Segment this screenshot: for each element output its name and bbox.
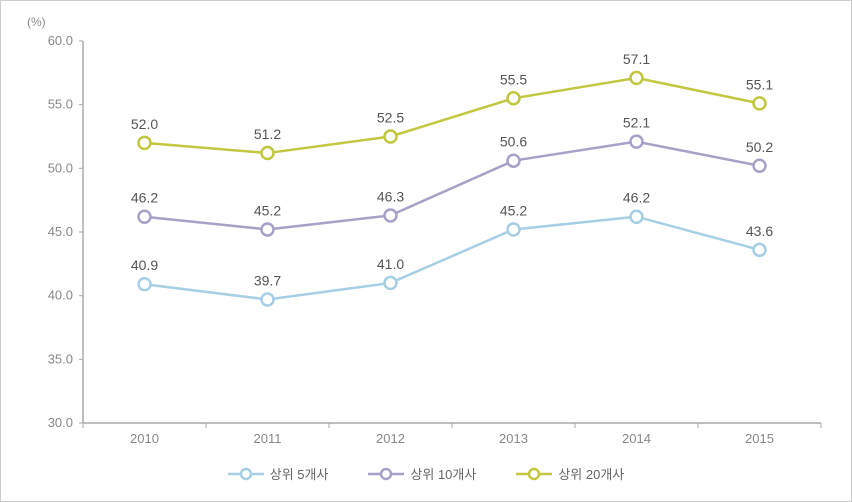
series-line [145,217,760,300]
x-tick-label: 2013 [499,431,528,446]
series-marker [754,244,766,256]
series-line [145,142,760,230]
x-tick-label: 2012 [376,431,405,446]
series-marker [631,136,643,148]
legend-label: 상위 20개사 [558,464,624,483]
legend-swatch [516,467,552,481]
y-tick-label: 60.0 [48,33,73,48]
series-marker [262,147,274,159]
data-label: 50.6 [500,134,527,150]
legend-swatch [228,467,264,481]
data-label: 39.7 [254,272,281,288]
legend-item: 상위 10개사 [368,464,476,483]
chart-area: (%) 30.0 35.0 40.0 45.0 50.0 55.0 60.0 2010 2011… [13,13,839,489]
series-marker [262,293,274,305]
data-label: 43.6 [746,223,773,239]
series-marker [508,92,520,104]
series-marker [139,211,151,223]
legend-item: 상위 20개사 [516,464,624,483]
y-tick-label: 35.0 [48,351,73,366]
x-tick-label: 2015 [745,431,774,446]
data-label: 50.2 [746,139,773,155]
data-label: 41.0 [377,256,404,272]
series-marker [385,209,397,221]
series-marker [139,137,151,149]
data-label: 55.1 [746,76,773,92]
legend: 상위 5개사 상위 10개사 상위 20개사 [13,464,839,483]
data-label: 46.2 [131,190,158,206]
data-label: 51.2 [254,126,281,142]
legend-label: 상위 5개사 [270,464,329,483]
series-line [145,78,760,153]
data-label: 45.2 [254,202,281,218]
data-label: 55.5 [500,71,527,87]
data-label: 46.2 [623,190,650,206]
y-tick-label: 45.0 [48,224,73,239]
data-label: 52.5 [377,110,404,126]
series-marker [631,72,643,84]
chart-container: (%) 30.0 35.0 40.0 45.0 50.0 55.0 60.0 2010 2011… [0,0,852,502]
series-marker [385,277,397,289]
legend-label: 상위 10개사 [410,464,476,483]
data-label: 40.9 [131,257,158,273]
y-tick-label: 30.0 [48,415,73,430]
series-marker [262,223,274,235]
x-tick-label: 2014 [622,431,651,446]
series-marker [754,97,766,109]
series-marker [754,160,766,172]
series-marker [508,155,520,167]
y-axis-unit: (%) [27,15,46,29]
x-tick-label: 2011 [254,431,282,446]
data-label: 45.2 [500,202,527,218]
y-tick-label: 50.0 [48,160,73,175]
data-label: 52.0 [131,116,158,132]
series-marker [139,278,151,290]
y-tick-label: 40.0 [48,288,73,303]
series-marker [508,223,520,235]
legend-item: 상위 5개사 [228,464,329,483]
data-label: 52.1 [623,115,650,131]
series-marker [385,131,397,143]
y-tick-label: 55.0 [48,97,73,112]
series-marker [631,211,643,223]
line-chart-svg: 30.0 35.0 40.0 45.0 50.0 55.0 60.0 2010 2011 2012… [13,13,841,489]
legend-swatch [368,467,404,481]
data-label: 46.3 [377,188,404,204]
data-label: 57.1 [623,51,650,67]
x-tick-label: 2010 [130,431,159,446]
